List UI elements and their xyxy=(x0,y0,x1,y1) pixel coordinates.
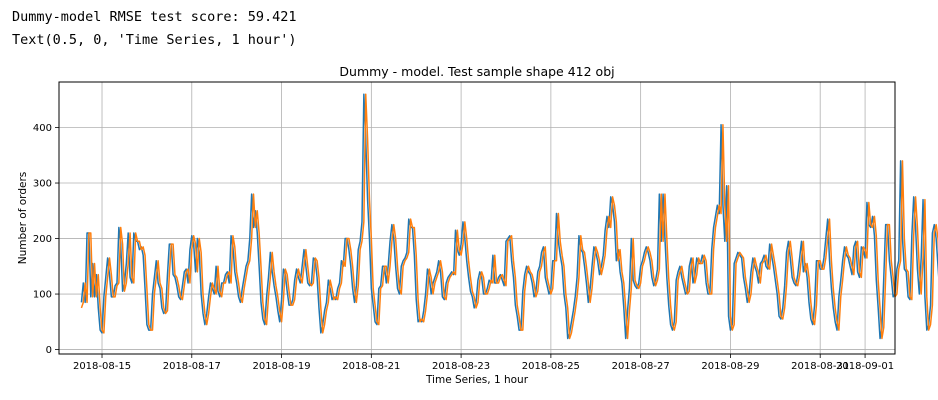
y-axis-label: Number of orders xyxy=(17,172,29,264)
x-tick-label: 2018-08-25 xyxy=(522,361,580,372)
x-tick-label: 2018-08-21 xyxy=(342,361,400,372)
y-tick-label: 400 xyxy=(33,123,52,134)
series-line-2 xyxy=(80,93,938,340)
y-tick-label: 200 xyxy=(33,234,52,245)
x-tick-label: 2018-08-17 xyxy=(163,361,221,372)
x-tick-label: 2018-08-15 xyxy=(73,361,131,372)
series-line-1 xyxy=(80,93,938,340)
chart-title: Dummy - model. Test sample shape 412 obj xyxy=(339,64,614,79)
y-tick-label: 300 xyxy=(33,179,52,190)
x-tick-label: 2018-08-27 xyxy=(612,361,670,372)
text-repr-output-line: Text(0.5, 0, 'Time Series, 1 hour') xyxy=(12,32,297,48)
x-axis-label: Time Series, 1 hour xyxy=(425,374,529,386)
series-lines xyxy=(80,93,938,340)
x-tick-label: 2018-08-23 xyxy=(432,361,490,372)
axis-ticks: 0 100 200 300 400 2018-08-15 2018-08-17 2018-08… xyxy=(33,123,894,372)
grid-lines xyxy=(59,82,895,354)
rmse-output-line: Dummy-model RMSE test score: 59.421 xyxy=(12,9,297,25)
x-tick-label: 2018-09-01 xyxy=(836,361,894,372)
plot-frame xyxy=(58,81,896,355)
x-tick-label: 2018-08-31 xyxy=(791,361,849,372)
y-tick-label: 100 xyxy=(33,290,52,301)
x-tick-label: 2018-08-29 xyxy=(701,361,759,372)
x-tick-label: 2018-08-19 xyxy=(252,361,310,372)
y-tick-label: 0 xyxy=(46,345,52,356)
